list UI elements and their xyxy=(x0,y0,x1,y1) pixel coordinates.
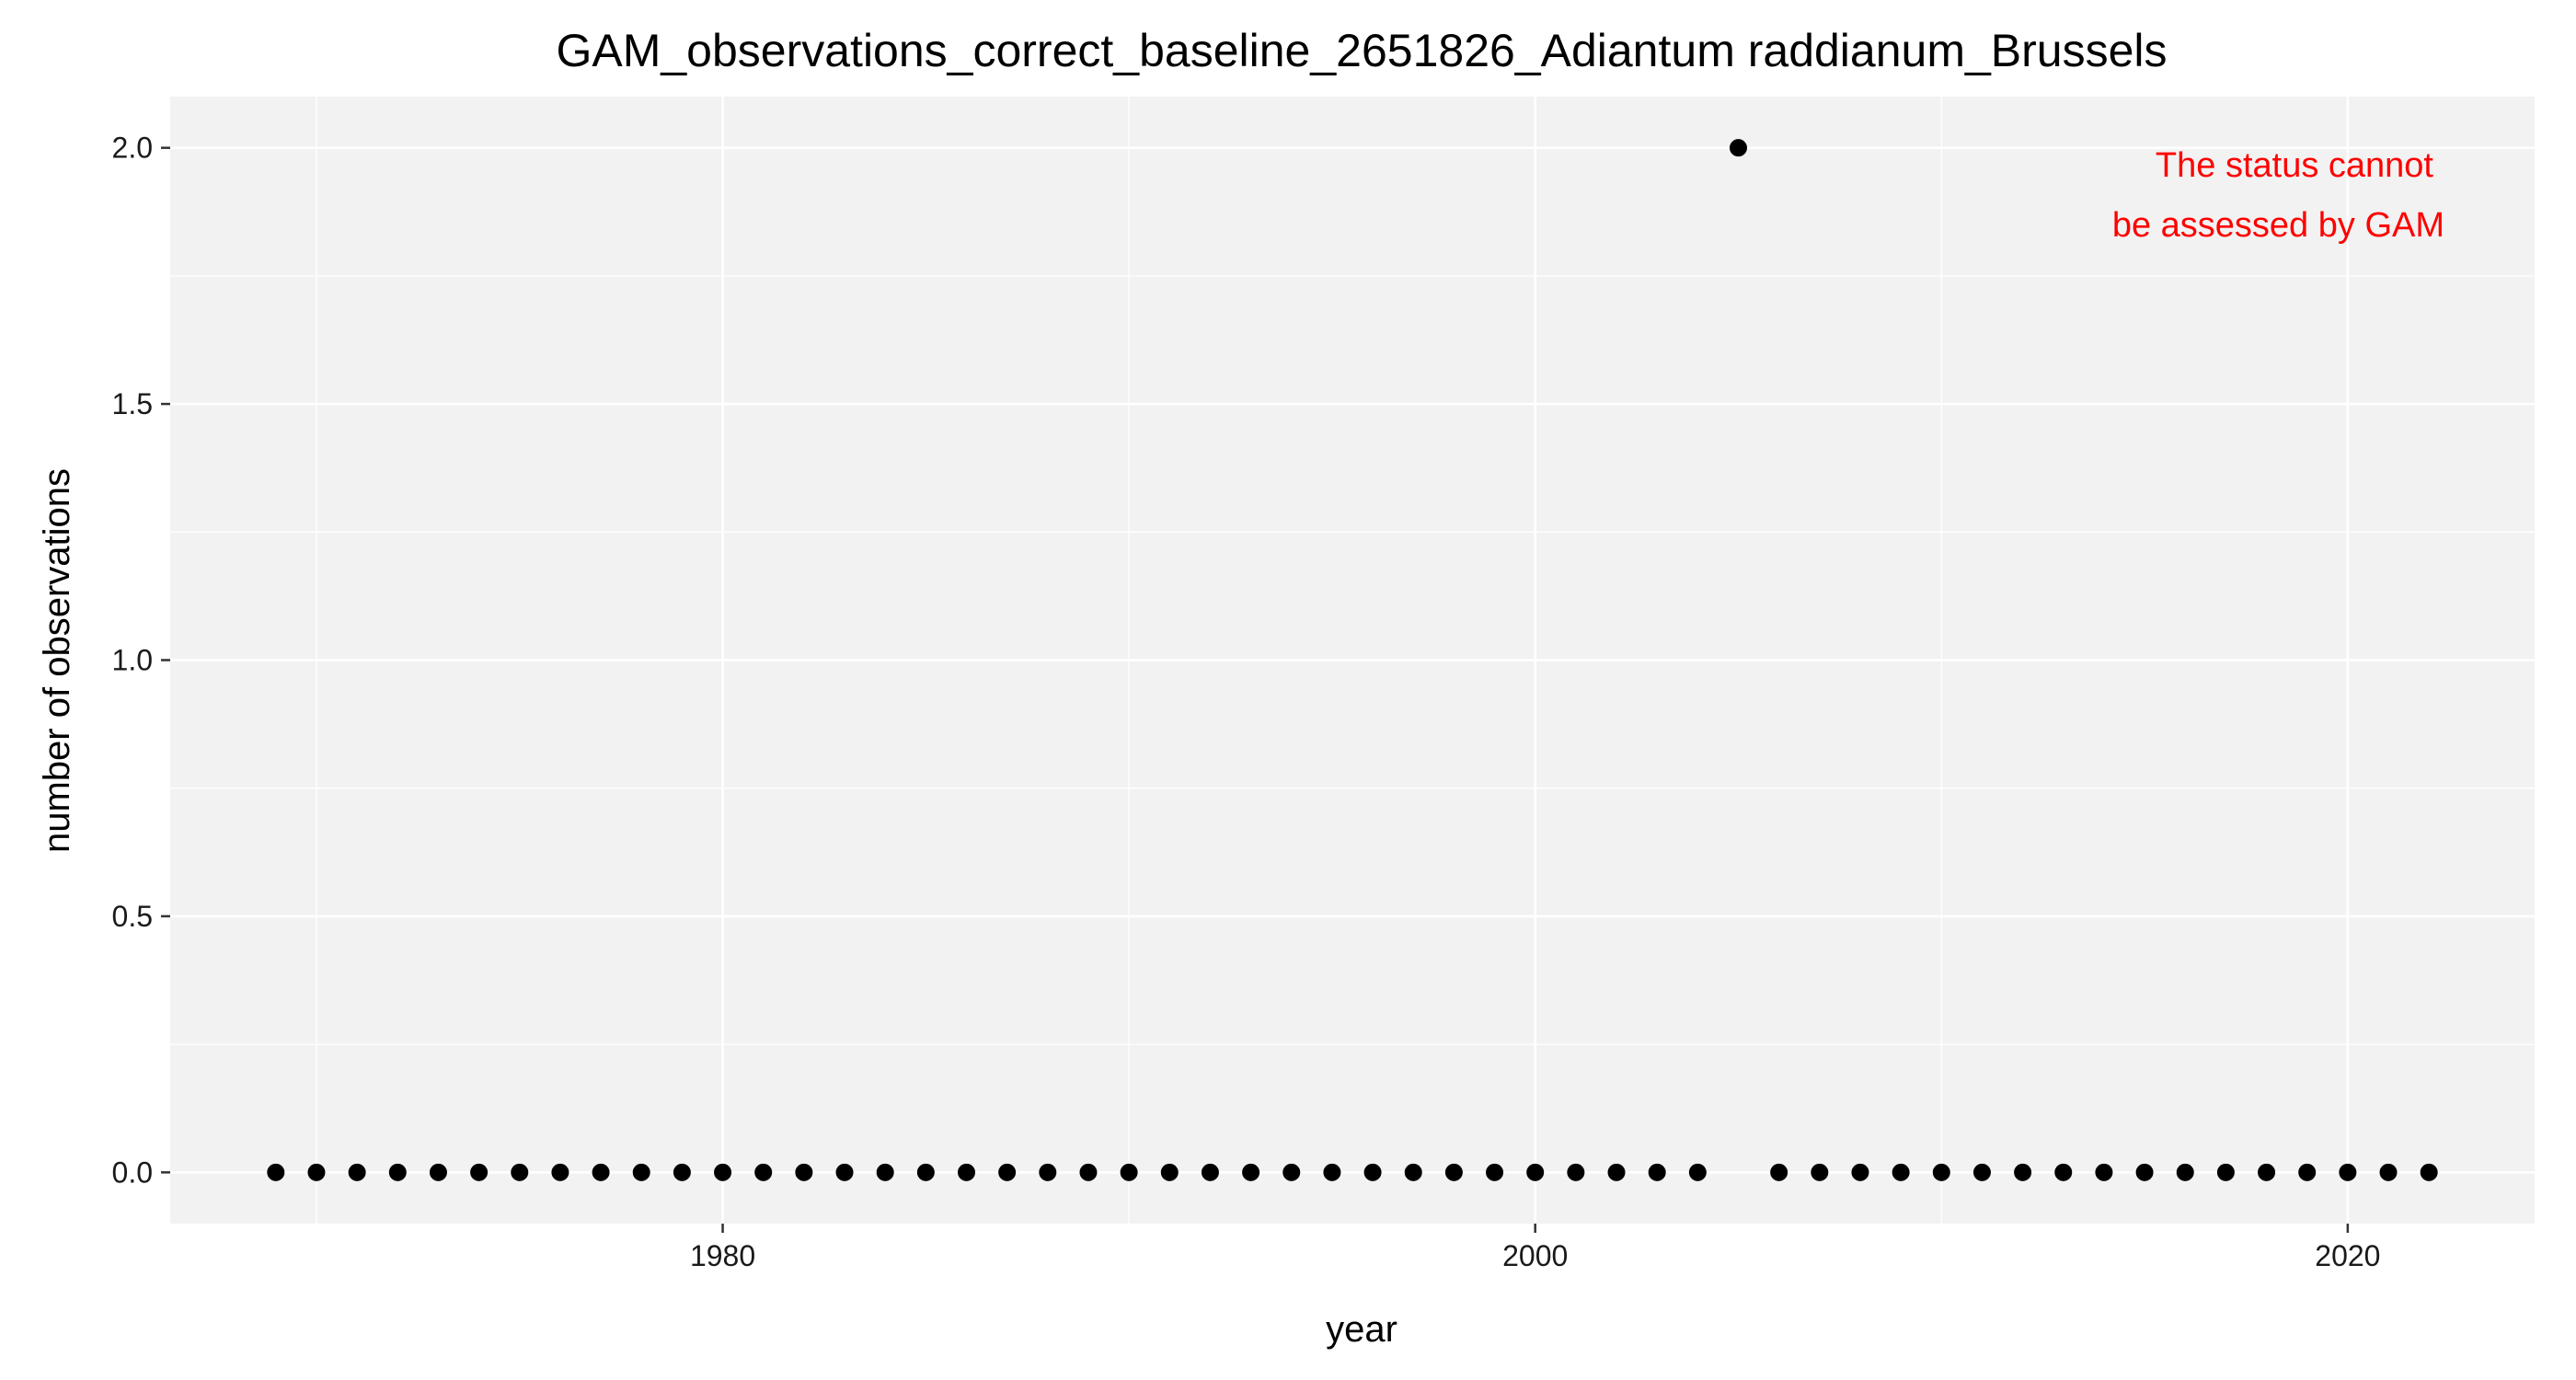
data-point xyxy=(957,1163,975,1181)
x-tick-label: 2000 xyxy=(1502,1239,1568,1272)
data-point xyxy=(2176,1163,2194,1181)
data-point xyxy=(632,1163,650,1181)
data-point xyxy=(673,1163,691,1181)
data-point xyxy=(2095,1163,2113,1181)
data-point xyxy=(2014,1163,2032,1181)
data-point xyxy=(2339,1163,2357,1181)
data-point xyxy=(1282,1163,1301,1181)
data-point xyxy=(1201,1163,1219,1181)
annotation-line-1: The status cannot xyxy=(2156,146,2434,185)
data-point xyxy=(2258,1163,2276,1181)
data-point xyxy=(2216,1163,2235,1181)
data-point xyxy=(592,1163,610,1181)
data-point xyxy=(1079,1163,1098,1181)
data-point xyxy=(876,1163,894,1181)
data-point xyxy=(388,1163,407,1181)
data-point xyxy=(2379,1163,2398,1181)
data-point xyxy=(1851,1163,1869,1181)
data-points xyxy=(267,139,2438,1181)
y-axis: 0.0 0.5 1.0 1.5 2.0 xyxy=(112,132,170,1189)
chart-title: GAM_observations_correct_baseline_265182… xyxy=(556,25,2167,76)
data-point xyxy=(307,1163,326,1181)
data-point xyxy=(1404,1163,1422,1181)
data-point xyxy=(2420,1163,2438,1181)
y-axis-title: number of observations xyxy=(37,468,77,853)
data-point xyxy=(835,1163,854,1181)
data-point xyxy=(998,1163,1017,1181)
data-point xyxy=(754,1163,773,1181)
data-point xyxy=(1932,1163,1950,1181)
data-point xyxy=(1242,1163,1260,1181)
data-point xyxy=(1567,1163,1585,1181)
data-point xyxy=(1486,1163,1504,1181)
data-point xyxy=(916,1163,935,1181)
data-point xyxy=(1526,1163,1545,1181)
y-tick-label: 1.0 xyxy=(112,644,153,677)
data-point xyxy=(429,1163,447,1181)
x-tick-label: 2020 xyxy=(2315,1239,2380,1272)
data-point xyxy=(1770,1163,1788,1181)
data-point xyxy=(1607,1163,1626,1181)
data-point xyxy=(1120,1163,1138,1181)
data-point xyxy=(1688,1163,1707,1181)
data-point xyxy=(2135,1163,2154,1181)
data-point xyxy=(1892,1163,1910,1181)
data-point xyxy=(1444,1163,1463,1181)
data-point xyxy=(348,1163,366,1181)
data-point xyxy=(470,1163,489,1181)
data-point xyxy=(1811,1163,1829,1181)
data-point xyxy=(1160,1163,1179,1181)
data-point xyxy=(1039,1163,1057,1181)
annotation-line-2: be assessed by GAM xyxy=(2112,206,2444,245)
x-axis-title: year xyxy=(1326,1309,1397,1350)
y-tick-label: 2.0 xyxy=(112,132,153,165)
data-point xyxy=(1972,1163,1991,1181)
data-point xyxy=(1363,1163,1382,1181)
data-point xyxy=(2054,1163,2073,1181)
data-point xyxy=(1730,139,1748,157)
data-point xyxy=(2298,1163,2317,1181)
data-point xyxy=(1648,1163,1666,1181)
data-point xyxy=(795,1163,813,1181)
y-tick-label: 0.0 xyxy=(112,1156,153,1189)
data-point xyxy=(511,1163,529,1181)
data-point xyxy=(267,1163,285,1181)
x-axis: 1980 2000 2020 xyxy=(690,1224,2380,1272)
y-tick-label: 1.5 xyxy=(112,387,153,420)
data-point xyxy=(551,1163,569,1181)
y-tick-label: 0.5 xyxy=(112,900,153,933)
data-point xyxy=(1323,1163,1341,1181)
x-tick-label: 1980 xyxy=(690,1239,755,1272)
data-point xyxy=(714,1163,732,1181)
